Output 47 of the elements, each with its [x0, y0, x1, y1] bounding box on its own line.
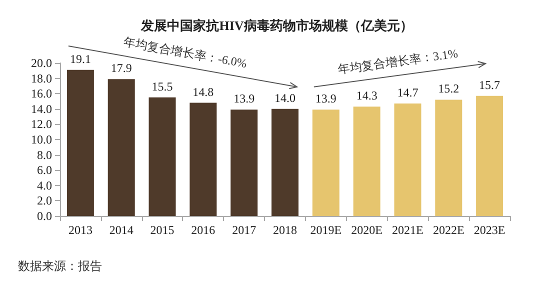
y-tick-label: 10.0 [31, 132, 52, 146]
x-tick-label: 2016 [191, 223, 216, 237]
y-tick-label: 14.0 [31, 102, 52, 116]
y-tick-label: 0.0 [37, 209, 52, 223]
data-label: 14.0 [274, 90, 296, 105]
data-label: 14.8 [192, 84, 214, 99]
bar [272, 108, 298, 216]
x-tick-label: 2014 [109, 223, 134, 237]
x-tick-label: 2019E [310, 223, 342, 237]
y-tick-label: 16.0 [31, 86, 52, 101]
data-label: 14.7 [397, 86, 418, 100]
y-tick-label: 6.0 [37, 163, 52, 178]
data-label: 13.9 [315, 92, 336, 106]
data-label: 17.9 [110, 61, 132, 76]
bar [353, 106, 380, 216]
x-tick-label: 2020E [351, 223, 382, 237]
y-tick-label: 12.0 [31, 117, 52, 132]
bar [476, 96, 504, 216]
bar [108, 79, 135, 216]
bar [230, 110, 258, 216]
x-tick-label: 2015 [150, 223, 174, 237]
y-tick-label: 8.0 [37, 148, 52, 162]
data-label: 15.7 [479, 78, 500, 92]
source-note: 数据来源：报告 [18, 259, 102, 273]
x-tick-label: 2021E [392, 223, 424, 237]
bar [190, 102, 217, 216]
y-tick-label: 18.0 [31, 71, 52, 86]
bar [148, 97, 176, 216]
bar [394, 104, 422, 216]
x-tick-label: 2013 [68, 223, 92, 237]
data-label: 13.9 [234, 92, 255, 106]
bar [312, 110, 340, 216]
y-tick-label: 2.0 [37, 194, 52, 208]
data-label: 15.2 [438, 82, 460, 96]
x-tick-label: 2022E [432, 223, 464, 237]
x-tick-label: 2023E [474, 223, 506, 237]
data-label: 19.1 [70, 52, 91, 66]
bar [435, 100, 462, 216]
y-tick-label: 4.0 [37, 178, 52, 192]
bar [66, 70, 94, 216]
data-label: 14.3 [356, 88, 378, 103]
annotation: 年均复合增长率：3.1% [336, 46, 459, 76]
x-tick-label: 2018 [273, 223, 297, 237]
data-label: 15.5 [152, 79, 173, 94]
chart-title: 发展中国家抗HIV病毒药物市场规模（亿美元） [140, 18, 413, 33]
y-tick-label: 20.0 [31, 56, 52, 70]
x-tick-label: 2017 [232, 223, 256, 237]
